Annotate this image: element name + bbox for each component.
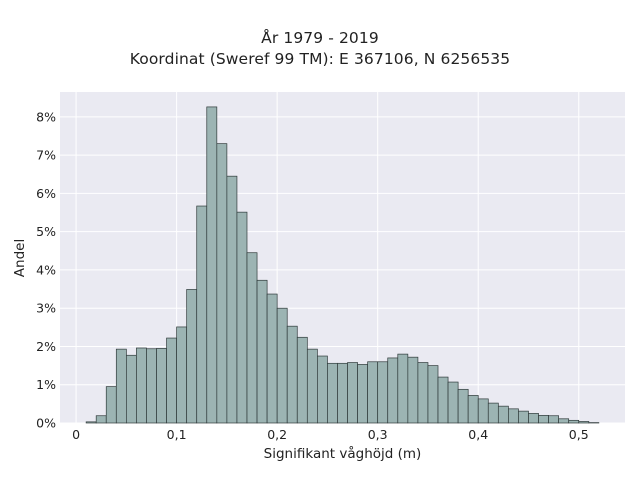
histogram-bar [306, 348, 318, 424]
histogram-bar [176, 326, 188, 424]
histogram-bar [387, 357, 399, 424]
x-tick-label: 0 [72, 427, 80, 442]
histogram-bar [497, 405, 509, 424]
histogram-bar [236, 211, 248, 424]
histogram-bar [216, 143, 228, 424]
x-tick-label: 0,2 [267, 427, 287, 442]
x-tick-label: 0,5 [569, 427, 589, 442]
histogram-bar [246, 252, 258, 424]
histogram-bar [256, 279, 268, 424]
histogram-bar [538, 414, 549, 424]
histogram-bar [186, 289, 198, 424]
histogram-bar [126, 354, 137, 424]
y-tick-label: 1% [36, 377, 56, 392]
x-tick-label: 0,1 [167, 427, 187, 442]
y-axis-label: Andel [12, 238, 28, 278]
y-tick-label: 6% [36, 186, 56, 201]
histogram-bar [548, 415, 559, 424]
x-tick-label: 0,3 [368, 427, 388, 442]
histogram-bar [518, 410, 529, 424]
histogram-bars [85, 106, 600, 424]
histogram-bar [276, 307, 288, 424]
histogram-bar [327, 362, 338, 424]
x-tick-label: 0,4 [468, 427, 488, 442]
histogram-bar [115, 348, 127, 424]
histogram-bar [146, 348, 157, 424]
histogram-bar [477, 398, 489, 424]
histogram-bar [437, 376, 449, 424]
histogram-bar [528, 413, 539, 424]
y-tick-label: 5% [36, 224, 56, 239]
histogram-bar [317, 355, 328, 424]
histogram-bar [166, 337, 177, 424]
histogram-bar [206, 106, 218, 424]
x-axis-label: Signifikant våghöjd (m) [263, 446, 422, 462]
y-tick-label: 8% [36, 109, 56, 124]
histogram-bar [296, 336, 308, 424]
histogram-bar [357, 364, 368, 424]
histogram-bar [427, 365, 439, 424]
y-tick-label: 3% [36, 301, 56, 316]
y-tick-label: 2% [36, 339, 56, 354]
histogram-bar [568, 419, 580, 424]
histogram-bar [136, 347, 147, 424]
y-tick-label: 7% [36, 148, 56, 163]
histogram-bar [337, 362, 348, 424]
chart-title: År 1979 - 2019 [261, 29, 379, 47]
histogram-bar [95, 415, 107, 424]
chart-subtitle: Koordinat (Sweref 99 TM): E 367106, N 62… [129, 50, 511, 68]
histogram-bar [487, 402, 499, 424]
histogram-bar [105, 386, 117, 424]
histogram-bar [417, 362, 429, 424]
histogram-bar [367, 361, 379, 424]
y-tick-label: 0% [36, 416, 56, 431]
histogram-bar [156, 348, 167, 424]
histogram-bar [397, 353, 409, 424]
histogram-bar [578, 421, 590, 424]
x-axis-ticks: 0 0,1 0,2 0,3 0,4 0,5 [72, 427, 589, 442]
histogram-bar [286, 325, 298, 424]
histogram-bar [558, 418, 570, 424]
histogram-bar [377, 361, 389, 424]
histogram-bar [447, 381, 459, 424]
y-axis-ticks: 0% 1% 2% 3% 4% 5% 6% 7% 8% [36, 109, 56, 430]
histogram-bar [407, 356, 419, 424]
histogram-bar [196, 205, 208, 424]
histogram-bar [467, 395, 479, 424]
histogram-bar [226, 175, 238, 424]
histogram-bar [266, 293, 278, 424]
histogram-bar [347, 362, 358, 424]
histogram-bar [457, 388, 469, 424]
histogram-bar [85, 421, 97, 424]
y-tick-label: 4% [36, 262, 56, 277]
histogram-bar [508, 408, 519, 424]
